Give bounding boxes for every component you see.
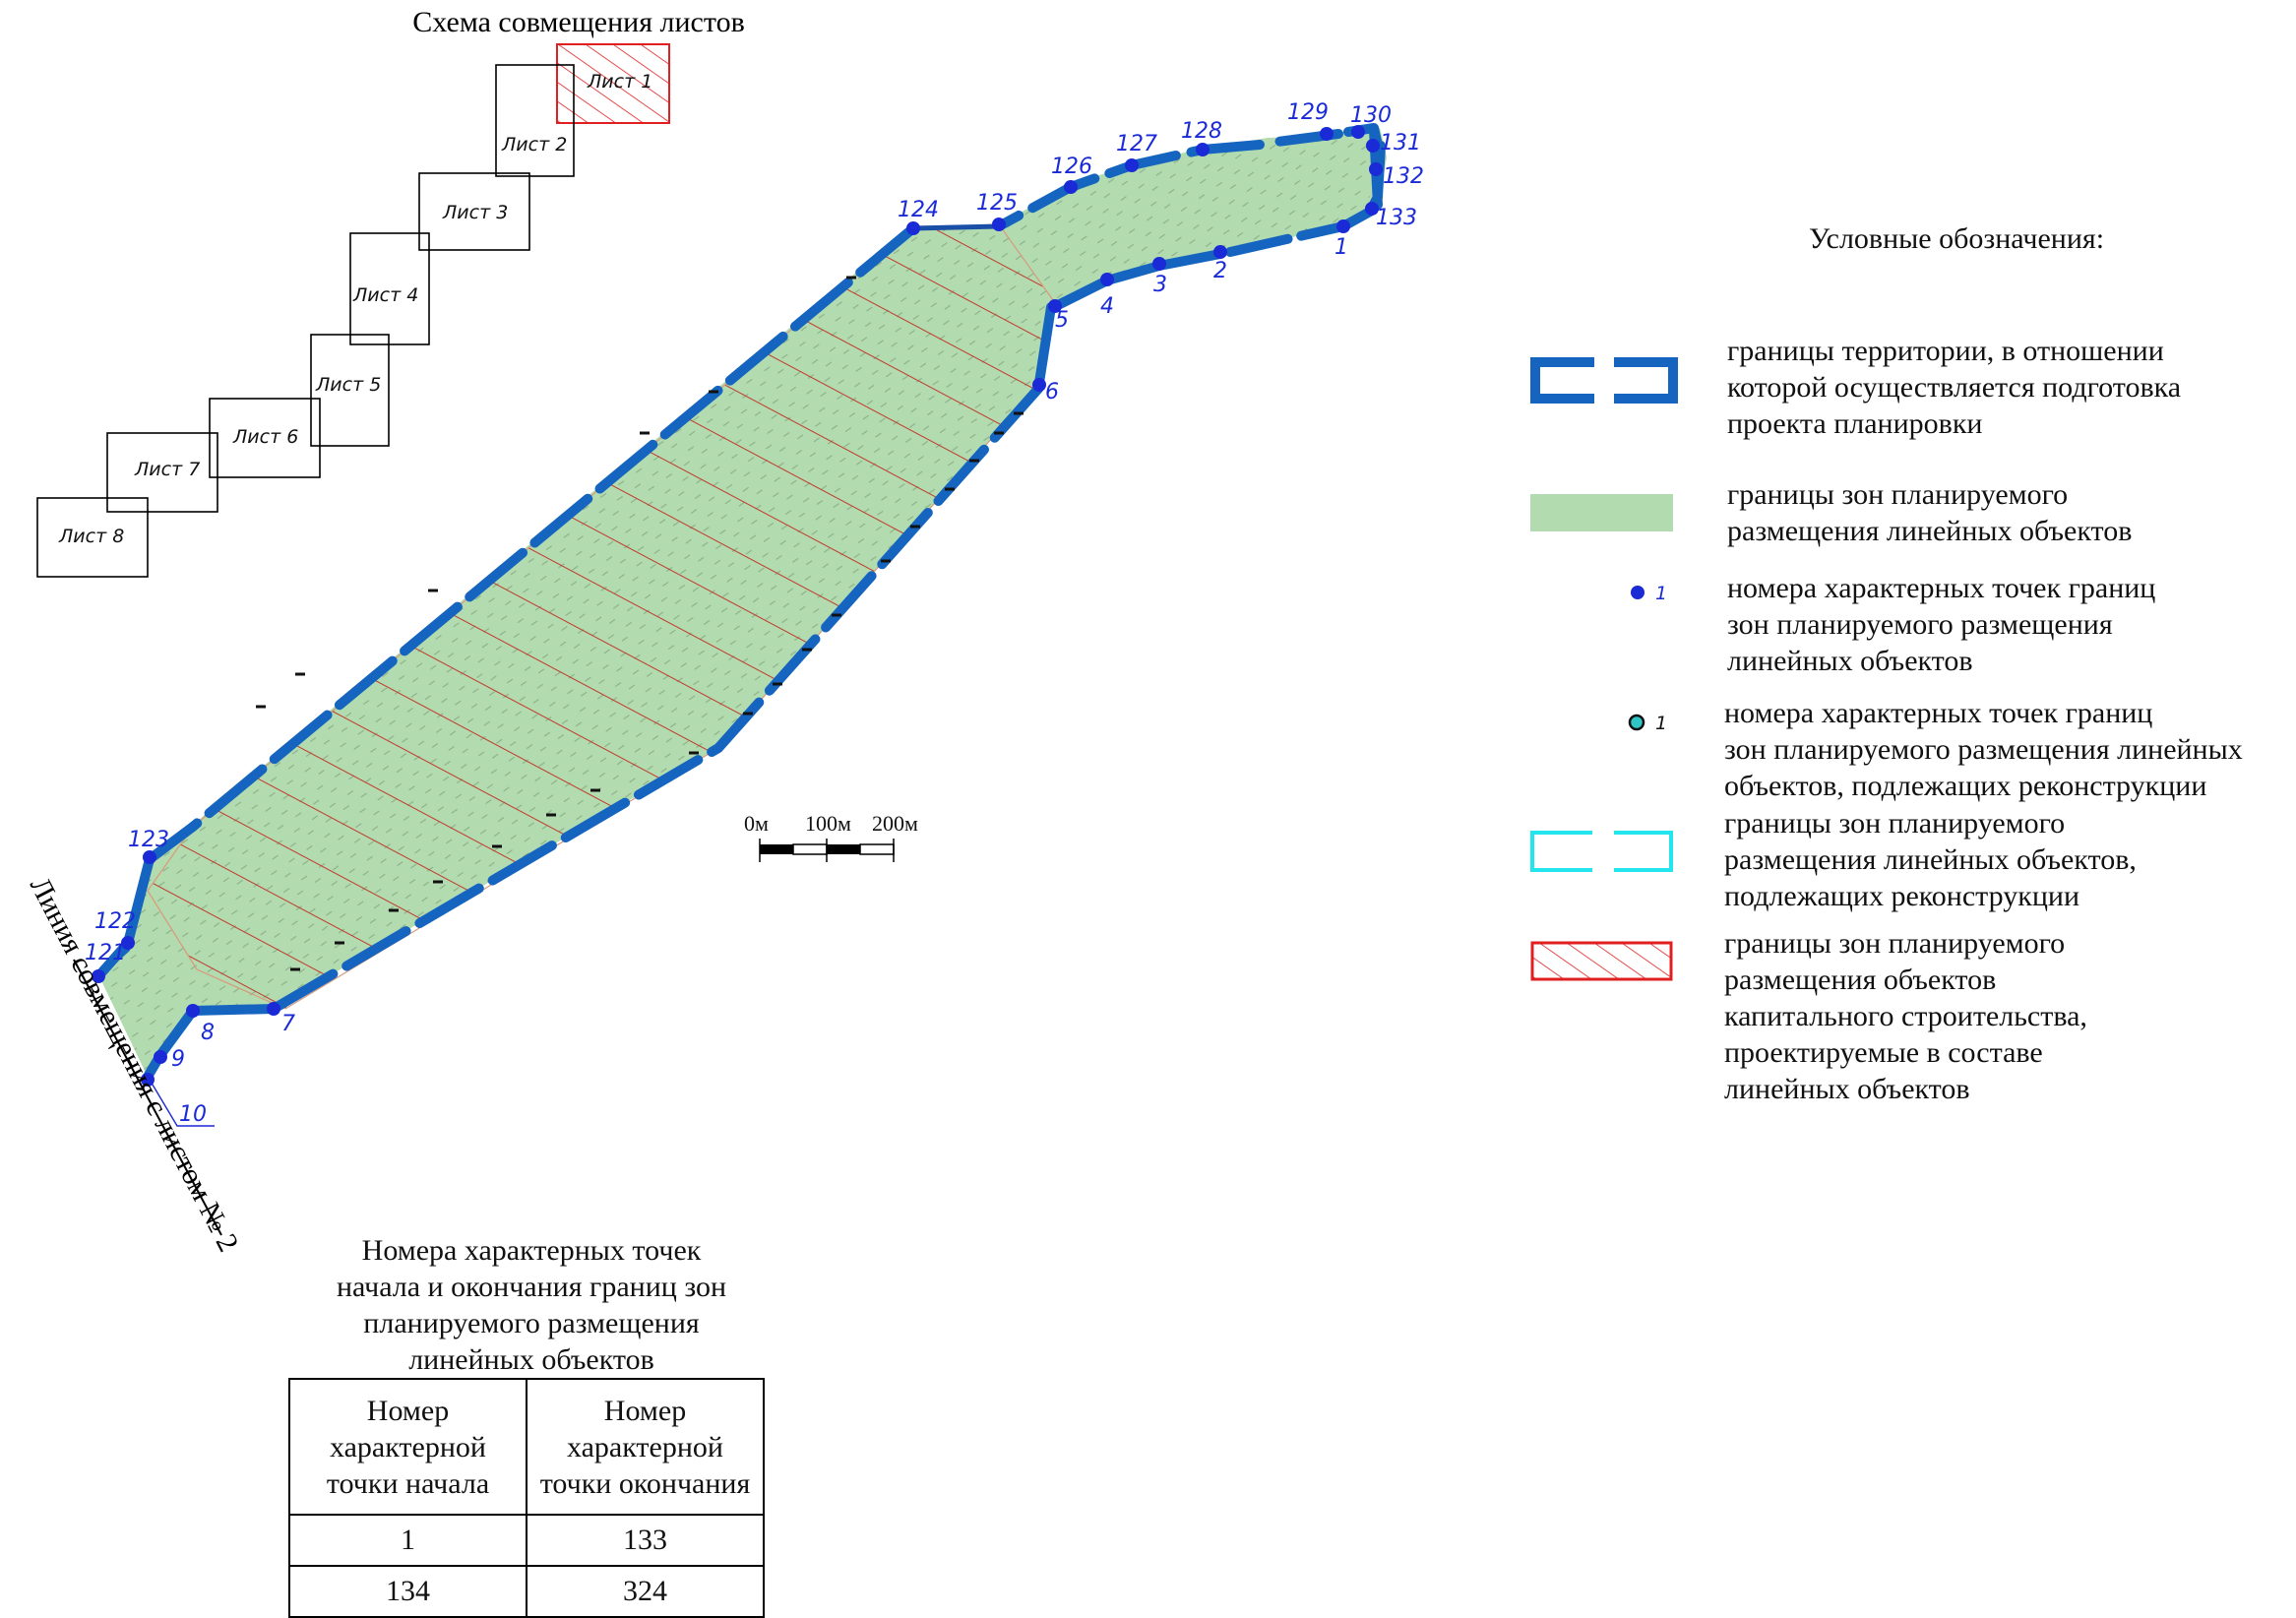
- sheet-overview: [37, 44, 669, 577]
- point-9[interactable]: [154, 1050, 167, 1064]
- legend-symbols: 1 1: [1530, 362, 1673, 979]
- legend-symbol-reconstruction: [1532, 833, 1671, 870]
- point-label: 6: [1045, 380, 1059, 404]
- point-label: 5: [1055, 308, 1069, 333]
- table-cell: 1: [289, 1515, 527, 1566]
- overview-title: Схема совмещения листов: [412, 6, 745, 38]
- point-124[interactable]: [906, 221, 920, 235]
- table-header: Номер характерной точки окончания: [527, 1379, 764, 1515]
- point-2[interactable]: [1213, 245, 1227, 259]
- point-label: 133: [1376, 206, 1417, 230]
- table-row: 134 324: [289, 1566, 764, 1617]
- point-132[interactable]: [1369, 162, 1383, 176]
- point-131[interactable]: [1366, 139, 1380, 153]
- point-7[interactable]: [267, 1002, 280, 1016]
- point-125[interactable]: [992, 218, 1006, 231]
- point-6[interactable]: [1032, 378, 1046, 392]
- scale-bar: 0м 100м 200м: [744, 811, 918, 862]
- sheet-label: Лист 1: [587, 71, 652, 93]
- point-label: 130: [1350, 103, 1392, 128]
- legend-item-linear-zone: границы зон планируемого размещения лине…: [1727, 476, 2132, 549]
- legend-item-territory: границы территории, в отношении которой …: [1727, 333, 2181, 442]
- sheet-label: Лист 8: [58, 526, 124, 547]
- sheet-label: Лист 3: [442, 202, 508, 223]
- points-table-title: Номера характерных точек начала и оконча…: [295, 1232, 768, 1378]
- point-label: 3: [1153, 273, 1167, 297]
- legend-title: Условные обозначения:: [1809, 222, 2104, 256]
- table-cell: 133: [527, 1515, 764, 1566]
- legend-symbol-linear-zone: [1530, 494, 1673, 531]
- point-label: 2: [1213, 259, 1227, 283]
- legend-item-point-blue: номера характерных точек границ зон план…: [1727, 570, 2155, 679]
- points-table: Номер характерной точки начала Номер хар…: [288, 1378, 765, 1618]
- sheet-label: Лист 6: [232, 426, 298, 448]
- point-label: 131: [1380, 131, 1421, 156]
- capital-construction-zone[interactable]: [148, 224, 1053, 1009]
- sheet-label: Лист 2: [501, 134, 567, 156]
- sheet-labels: Лист 1 Лист 2 Лист 3 Лист 4 Лист 5 Лист …: [58, 71, 652, 547]
- legend-item-reconstruction: границы зон планируемого размещения лине…: [1724, 805, 2137, 914]
- scale-label: 100м: [805, 811, 851, 836]
- table-cell: 134: [289, 1566, 527, 1617]
- point-129[interactable]: [1320, 127, 1334, 141]
- point-123[interactable]: [143, 850, 156, 864]
- point-label: 128: [1181, 119, 1222, 144]
- point-label: 126: [1051, 155, 1092, 179]
- point-label: 125: [976, 191, 1018, 216]
- sheet-label: Лист 5: [315, 374, 381, 396]
- point-8[interactable]: [186, 1004, 200, 1018]
- legend-symbol-territory: [1535, 362, 1673, 399]
- point-1[interactable]: [1336, 219, 1350, 233]
- point-label: 124: [898, 198, 939, 222]
- point-label: 8: [201, 1021, 215, 1045]
- legend-symbol-capital: [1532, 943, 1671, 979]
- point-126[interactable]: [1064, 180, 1078, 194]
- sheet-label: Лист 4: [352, 284, 418, 306]
- point-3[interactable]: [1152, 257, 1166, 271]
- sheet-label: Лист 7: [134, 459, 200, 480]
- table-header: Номер характерной точки начала: [289, 1379, 527, 1515]
- points-table-block: Номера характерных точек начала и оконча…: [285, 1232, 758, 1378]
- point-label: 132: [1383, 164, 1424, 189]
- table-cell: 324: [527, 1566, 764, 1617]
- point-128[interactable]: [1196, 143, 1210, 156]
- point-4[interactable]: [1100, 273, 1114, 286]
- scale-label: 0м: [744, 811, 769, 836]
- point-127[interactable]: [1125, 158, 1139, 172]
- legend-point-sample: 1: [1655, 713, 1667, 734]
- legend-item-point-cyan: номера характерных точек границ зон план…: [1724, 695, 2243, 804]
- point-label: 9: [171, 1047, 185, 1072]
- point-label: 122: [94, 909, 136, 934]
- point-label: 129: [1287, 100, 1329, 125]
- scale-label: 200м: [872, 811, 918, 836]
- legend-symbol-point-cyan: [1630, 716, 1644, 729]
- legend-item-capital: границы зон планируемого размещения объе…: [1724, 925, 2087, 1107]
- point-label: 127: [1116, 132, 1157, 156]
- legend-point-sample: 1: [1655, 583, 1667, 604]
- point-label: 1: [1334, 235, 1348, 260]
- legend-symbol-point-blue: [1631, 586, 1644, 599]
- table-row: 1 133: [289, 1515, 764, 1566]
- point-label: 7: [281, 1012, 295, 1036]
- point-label: 123: [128, 828, 169, 852]
- point-label: 4: [1100, 294, 1114, 319]
